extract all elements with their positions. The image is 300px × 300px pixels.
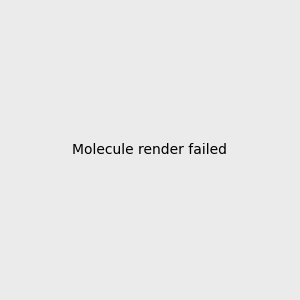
Text: Molecule render failed: Molecule render failed [73,143,227,157]
